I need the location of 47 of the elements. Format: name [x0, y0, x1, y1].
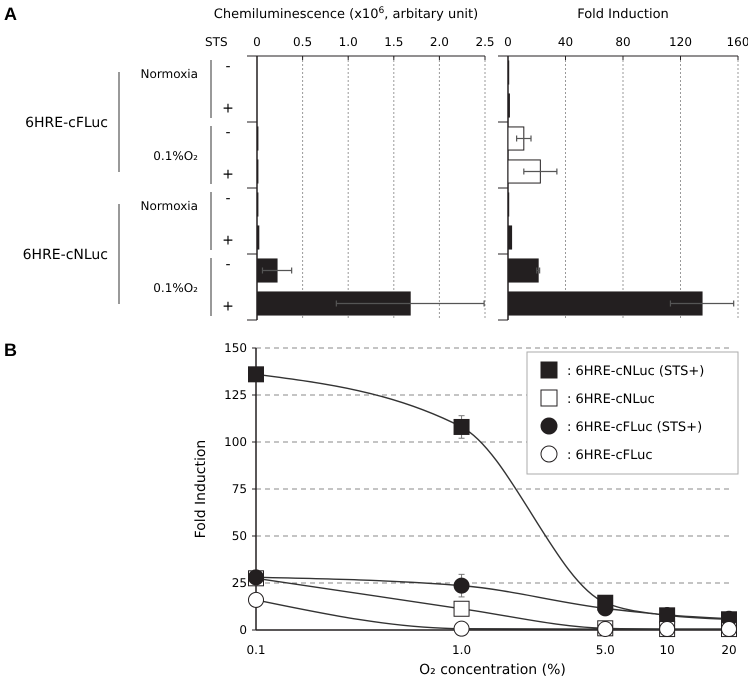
y-tick-label: -	[225, 58, 231, 74]
y-tick-label: +	[222, 298, 234, 314]
x-tick-label: 80	[615, 35, 631, 49]
y-tick-label: -	[225, 256, 231, 272]
x-tick-label: 2.0	[430, 35, 449, 49]
legend-label: : 6HRE-cFLuc (STS+)	[567, 420, 702, 435]
y-tick-label: 75	[232, 482, 247, 496]
x-tick-label: 20	[721, 643, 737, 657]
x-tick-label: 40	[558, 35, 574, 49]
x-axis-title: O₂ concentration (%)	[419, 662, 566, 678]
text: 6HRE-cNLuc	[22, 247, 108, 263]
x-tick-label: 0	[504, 35, 512, 49]
x-tick-label: 1.0	[338, 35, 358, 49]
x-tick-label: 10	[659, 643, 675, 657]
y-tick-label: +	[222, 100, 234, 116]
y-tick-label: 0	[239, 623, 247, 637]
x-tick-label: 0.5	[293, 35, 312, 49]
text: A	[4, 4, 17, 24]
text: Normoxia	[140, 67, 198, 81]
text: 0.1%O₂	[153, 281, 198, 295]
x-axis-title: Chemiluminescence (x10$^{6}$, arbitary unit)	[214, 6, 478, 22]
y-tick-label: 50	[232, 529, 247, 543]
x-tick-label: 2.5	[475, 35, 495, 49]
legend-label: : 6HRE-cNLuc (STS+)	[567, 364, 704, 379]
y-axis-title: Fold Induction	[193, 440, 209, 538]
x-tick-label: 1.0	[452, 643, 472, 657]
legend-label: : 6HRE-cFLuc	[567, 448, 653, 463]
y-tick-label: -	[225, 124, 231, 140]
text: B	[4, 340, 17, 360]
y-tick-label: +	[222, 166, 234, 182]
y-tick-label: 125	[224, 388, 247, 402]
text: 0.1%O₂	[153, 149, 198, 163]
x-axis-title: Fold Induction	[577, 7, 669, 22]
x-tick-label: 120	[669, 35, 692, 49]
x-tick-label: 1.5	[384, 35, 404, 49]
x-tick-label: 0.1	[246, 643, 266, 657]
x-tick-label: 5.0	[596, 643, 615, 657]
text: STS	[205, 35, 228, 49]
x-tick-label: 0	[253, 35, 261, 49]
y-tick-label: 100	[224, 435, 247, 449]
legend-label: : 6HRE-cNLuc	[567, 392, 655, 407]
text: Normoxia	[140, 199, 198, 213]
y-tick-label: 25	[232, 576, 247, 590]
y-tick-label: -	[225, 190, 231, 206]
y-tick-label: 150	[224, 341, 247, 355]
y-tick-label: +	[222, 232, 234, 248]
text: 6HRE-cFLuc	[25, 115, 108, 131]
